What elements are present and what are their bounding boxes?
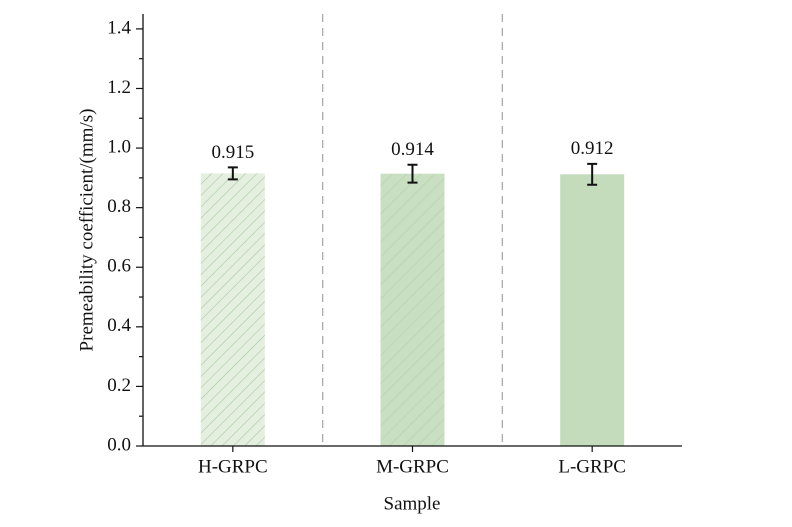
y-tick-label: 0.8 (107, 196, 131, 217)
x-tick-label: M-GRPC (376, 456, 449, 477)
y-tick-label: 0.0 (107, 434, 131, 455)
y-tick-label: 0.6 (107, 256, 131, 277)
bar (200, 173, 265, 446)
error-bar (227, 166, 238, 181)
y-tick-label: 0.4 (107, 315, 131, 336)
value-label: 0.914 (391, 139, 434, 160)
bar (380, 173, 445, 446)
value-label: 0.915 (211, 142, 254, 163)
error-bar (587, 162, 598, 186)
y-tick-label: 1.2 (107, 77, 131, 98)
error-bar (407, 163, 418, 184)
x-axis-label: Sample (384, 493, 441, 514)
bar (560, 174, 625, 446)
y-tick-label: 0.2 (107, 375, 131, 396)
x-tick-label: H-GRPC (198, 456, 268, 477)
y-tick-label: 1.0 (107, 136, 131, 157)
y-tick-label: 1.4 (107, 17, 131, 38)
value-label: 0.912 (571, 138, 614, 159)
y-axis-label: Premeability coefficient/(mm/s) (76, 109, 97, 352)
x-tick-label: L-GRPC (558, 456, 626, 477)
